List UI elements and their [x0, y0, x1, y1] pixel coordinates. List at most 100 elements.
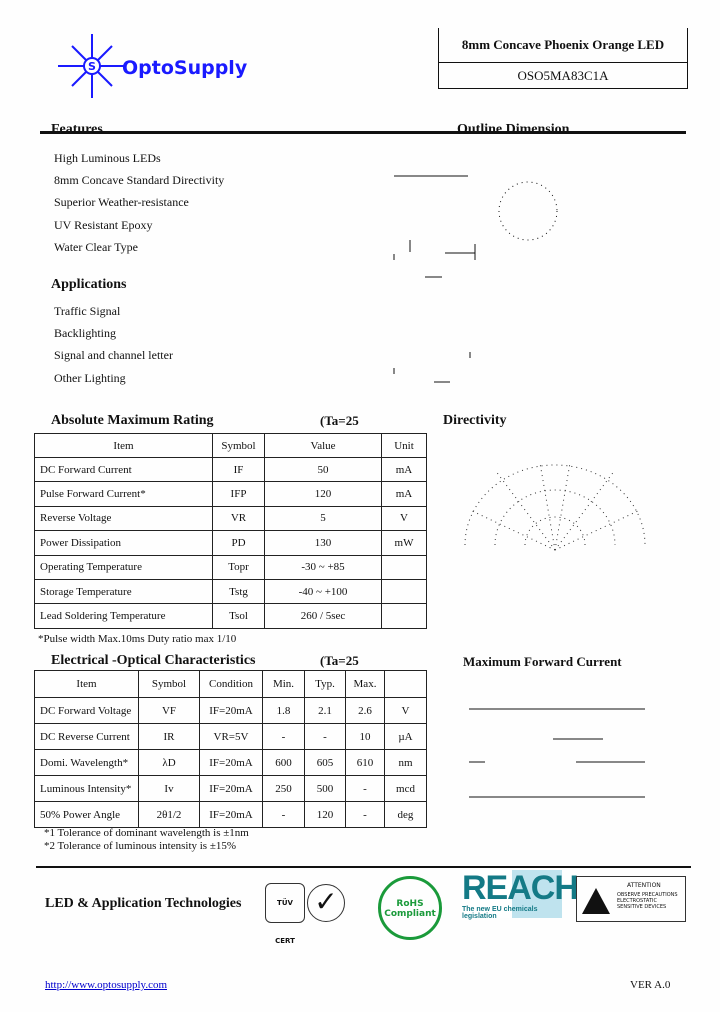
table-cell: 120: [304, 801, 346, 828]
table-cell: 260 / 5sec: [264, 603, 382, 629]
header-cell: Symbol: [212, 433, 265, 458]
elec-condition: (Ta=25: [320, 653, 359, 668]
table-cell: -: [345, 775, 385, 802]
features-list: High Luminous LEDs 8mm Concave Standard …: [54, 147, 224, 258]
table-cell: IF=20mA: [199, 801, 263, 828]
table-cell: Storage Temperature: [34, 578, 213, 605]
table-cell: mA: [381, 456, 427, 483]
table-cell: -: [304, 723, 346, 750]
header-divider: [40, 131, 686, 134]
directivity-chart: [464, 462, 646, 551]
table-cell: [381, 554, 427, 580]
website-link[interactable]: http://www.optosupply.com: [45, 979, 168, 991]
outline-title: Outline Dimension: [457, 122, 570, 137]
table-cell: 2.1: [304, 697, 346, 724]
logo-text: OptoSupply: [122, 57, 248, 79]
table-cell: DC Reverse Current: [34, 723, 139, 750]
table-cell: -: [345, 801, 385, 828]
table-cell: 600: [262, 749, 305, 776]
abs-max-note: *Pulse width Max.10ms Duty ratio max 1/1…: [38, 633, 237, 645]
product-title: 8mm Concave Phoenix Orange LED: [439, 28, 687, 63]
tuv-cert-logo: TÜV CERT: [265, 883, 305, 945]
table-cell: -: [262, 801, 305, 828]
table-cell: mW: [381, 530, 427, 556]
table-cell: µA: [384, 723, 427, 750]
table-cell: Tsol: [212, 603, 265, 629]
table-cell: nm: [384, 749, 427, 776]
elec-note: *1 Tolerance of dominant wavelength is ±…: [44, 827, 249, 839]
feature-item: High Luminous LEDs: [54, 151, 161, 165]
table-cell: Reverse Voltage: [34, 505, 213, 532]
table-cell: 50% Power Angle: [34, 801, 139, 828]
title-box: 8mm Concave Phoenix Orange LED OSO5MA83C…: [438, 28, 688, 89]
table-cell: IF=20mA: [199, 697, 263, 724]
table-cell: Power Dissipation: [34, 530, 213, 556]
table-cell: VR: [212, 505, 265, 532]
table-row: Storage Temperature Tstg -40 ~ +100: [34, 578, 427, 605]
table-cell: IF: [212, 456, 265, 483]
optosupply-star-icon: S: [58, 34, 126, 98]
attention-heading: ATTENTION: [627, 882, 661, 889]
header-cell: Symbol: [138, 670, 200, 698]
directivity-title: Directivity: [443, 413, 507, 428]
table-cell: IF=20mA: [199, 749, 263, 776]
feature-item: 8mm Concave Standard Directivity: [54, 173, 225, 188]
application-item: Backlighting: [54, 326, 116, 341]
table-cell: Iv: [138, 775, 200, 802]
application-item: Other Lighting: [54, 370, 126, 385]
table-row: 50% Power Angle 2θ1/2 IF=20mA -120- deg: [34, 801, 427, 828]
table-cell: 2.6: [345, 697, 385, 724]
application-item: Traffic Signal: [54, 304, 121, 318]
header-cell: Condition: [199, 670, 263, 698]
table-cell: λD: [138, 749, 200, 776]
table-cell: V: [384, 697, 427, 724]
table-row: DC Reverse Current IR VR=5V - -10 µA: [34, 723, 427, 750]
table-cell: 5: [264, 505, 382, 532]
elec-notes: *1 Tolerance of dominant wavelength is ±…: [44, 827, 249, 853]
table-cell: mcd: [384, 775, 427, 802]
table-row: Power Dissipation PD 130 mW: [34, 530, 427, 556]
abs-max-condition: (Ta=25: [320, 413, 359, 428]
abs-max-title: Absolute Maximum Rating: [51, 413, 214, 428]
header-cell: Max.: [345, 670, 385, 698]
table-row: DC Forward Voltage VF IF=20mA 1.8 2.1 2.6 V: [34, 697, 427, 724]
table-cell: 10: [345, 723, 385, 750]
table-cell: 605: [304, 749, 346, 776]
esd-warning-icon: [582, 888, 610, 914]
table-header-row: Item Symbol Condition Min. Typ. Max.: [34, 670, 427, 698]
table-row: Lead Soldering Temperature Tsol 260 / 5sec: [34, 603, 427, 629]
table-cell: Tstg: [212, 578, 265, 605]
reach-subtitle: The new EU chemicals legislation: [462, 906, 538, 920]
footer-divider: [36, 866, 691, 868]
version-label: VER A.0: [630, 979, 671, 991]
table-cell: PD: [212, 530, 265, 556]
header-cell: [384, 670, 427, 698]
company-tagline: LED & Application Technologies: [45, 896, 242, 911]
table-cell: VF: [138, 697, 200, 724]
table-cell: -30 ~ +85: [264, 554, 382, 580]
table-cell: Lead Soldering Temperature: [34, 603, 213, 629]
feature-item: Superior Weather-resistance: [54, 195, 189, 210]
header-cell: Typ.: [304, 670, 346, 698]
table-cell: mA: [381, 481, 427, 507]
esd-attention-label: ATTENTION OBSERVE PRECAUTIONS ELECTROSTA…: [576, 876, 686, 922]
svg-text:S: S: [88, 60, 96, 73]
table-cell: 1.8: [262, 697, 305, 724]
table-row: Operating Temperature Topr -30 ~ +85: [34, 554, 427, 580]
header-cell: Min.: [262, 670, 305, 698]
table-cell: [381, 578, 427, 605]
table-cell: 250: [262, 775, 305, 802]
table-cell: IFP: [212, 481, 265, 507]
table-cell: Pulse Forward Current*: [34, 481, 213, 507]
table-cell: VR=5V: [199, 723, 263, 750]
table-cell: Topr: [212, 554, 265, 580]
checkmark-cert-logo: ✓: [307, 884, 345, 922]
reach-logo: REACH The new EU chemicals legislation: [462, 870, 579, 920]
applications-title: Applications: [51, 277, 127, 292]
table-row: Luminous Intensity* Iv IF=20mA 250 500- mcd: [34, 775, 427, 802]
abs-max-table: Item Symbol Value Unit DC Forward Current IF…: [34, 433, 427, 629]
table-cell: Luminous Intensity*: [34, 775, 139, 802]
table-cell: [381, 603, 427, 629]
table-cell: 120: [264, 481, 382, 507]
